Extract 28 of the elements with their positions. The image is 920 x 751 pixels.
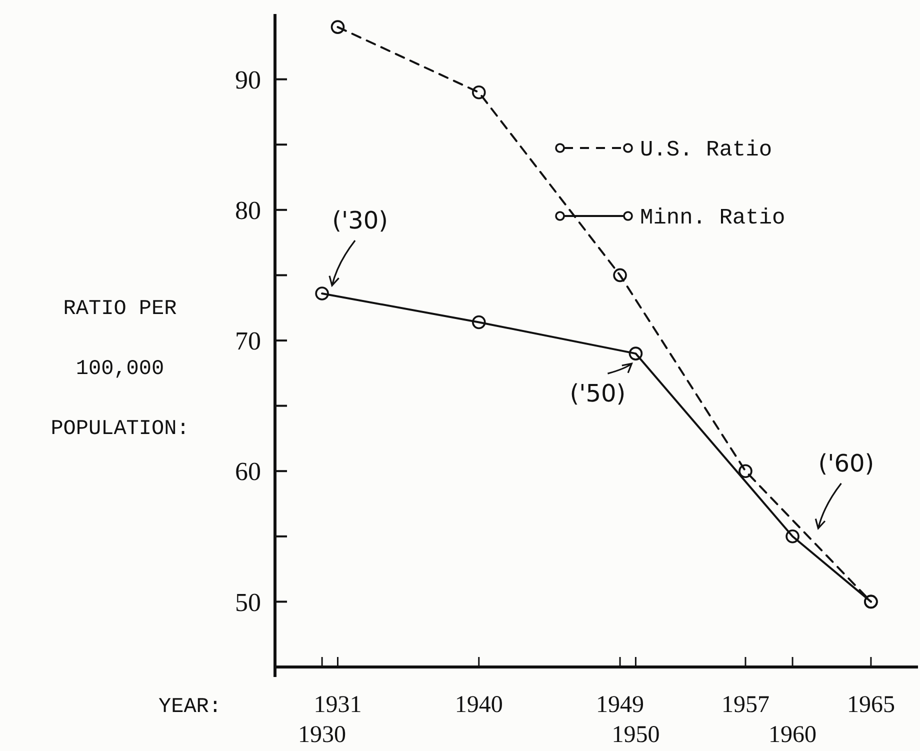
x-tick-label: 1931 <box>314 692 362 718</box>
point <box>315 286 329 300</box>
x-tick-label: 1957 <box>721 692 770 718</box>
annotation: ('50) <box>570 380 626 408</box>
y-tick-label: 80 <box>235 196 261 225</box>
x2-tick-label: 1960 <box>768 722 817 748</box>
point <box>786 530 800 544</box>
annotation: ('30) <box>332 206 388 234</box>
point <box>613 268 627 282</box>
point <box>330 20 345 34</box>
y-tick-label: 70 <box>235 326 261 356</box>
legend-label: Minn. Ratio <box>640 206 786 231</box>
point <box>628 346 643 360</box>
x-axis-title: YEAR: <box>158 696 222 719</box>
x-tick-label: 1940 <box>454 692 503 718</box>
legend-label: U.S. Ratio <box>640 138 772 163</box>
point <box>472 85 486 100</box>
y-tick-label: 90 <box>235 65 261 94</box>
point <box>472 315 486 330</box>
y-tick-label: 50 <box>235 588 261 617</box>
x2-tick-label: 1950 <box>612 722 660 748</box>
text: RATIO PER 100,000 POPULATION: <box>50 298 190 441</box>
x-tick-label: 1965 <box>846 692 895 718</box>
y-tick-label: 60 <box>235 457 261 486</box>
x-tick-label: 1949 <box>596 692 644 718</box>
annotation: ('60) <box>818 449 874 478</box>
x2-tick-label: 1930 <box>298 722 346 748</box>
point <box>738 464 752 478</box>
